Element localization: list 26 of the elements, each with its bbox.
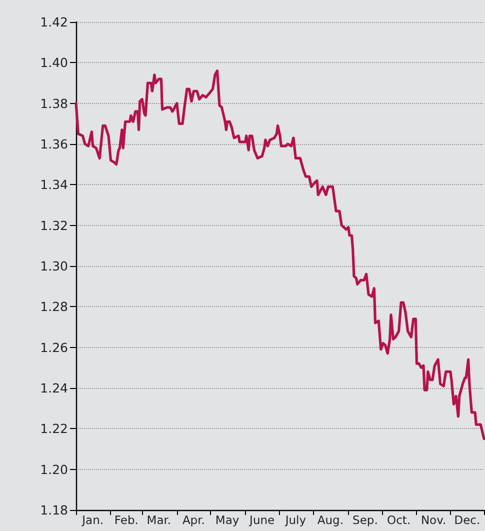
y-tick-label: 1.34 [40,177,68,192]
x-tick-label: Aug. [317,513,344,527]
y-tick-label: 1.42 [40,14,68,30]
y-tick-label: 1.30 [40,258,68,274]
x-tick-label: June [248,513,275,527]
y-tick-label: 1.40 [40,55,68,70]
y-tick-label: 1.38 [40,96,68,111]
line-series [74,70,485,440]
x-tick-label: Nov. [420,513,446,527]
x-tick-label: Sep. [352,513,378,527]
y-tick-label: 1.28 [40,299,68,314]
x-tick-label: Oct. [387,513,411,527]
y-tick-label: 1.32 [40,218,68,233]
x-tick-label: Feb. [114,513,138,527]
y-tick-label: 1.20 [40,462,68,477]
x-tick-label: May [215,513,240,527]
y-tick-label: 1.26 [40,340,68,355]
y-tick-label: 1.36 [40,136,68,152]
y-tick-label: 1.18 [40,502,68,518]
x-tick-label: Apr. [182,513,205,527]
x-tick-label: Dec. [454,513,480,527]
y-tick-label: 1.24 [40,380,68,396]
y-tick-label: 1.22 [40,421,68,436]
x-tick-label: Jan. [81,513,104,527]
x-tick-label: Mar. [146,513,172,527]
x-tick-label: July [284,513,306,527]
